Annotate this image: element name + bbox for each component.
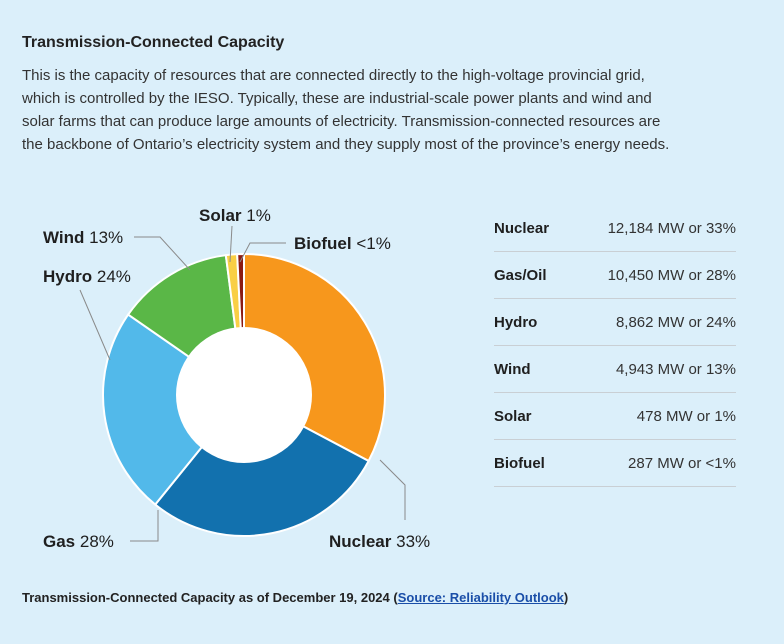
slice-label-name: Solar xyxy=(199,206,242,225)
slice-label-pct: <1% xyxy=(356,234,391,253)
table-row: Wind 4,943 MW or 13% xyxy=(494,345,736,393)
table-cell-name: Solar xyxy=(494,392,567,440)
table-row: Gas/Oil 10,450 MW or 28% xyxy=(494,251,736,299)
description-line: the backbone of Ontario’s electricity sy… xyxy=(22,136,670,153)
table-cell-value: 8,862 MW or 24% xyxy=(566,298,736,346)
leader-line-gas xyxy=(130,510,159,542)
slice-label-name: Nuclear xyxy=(329,532,392,551)
slice-label-gas: Gas 28% xyxy=(43,532,114,551)
leader-line-wind xyxy=(134,236,191,271)
table-cell-value: 10,450 MW or 28% xyxy=(566,251,736,299)
slice-label-pct: 13% xyxy=(89,228,123,247)
page-title: Transmission-Connected Capacity xyxy=(22,34,285,51)
slice-label-solar: Solar 1% xyxy=(199,206,271,225)
table-row: Hydro 8,862 MW or 24% xyxy=(494,298,736,346)
table-cell-value: 287 MW or <1% xyxy=(566,439,736,487)
table-row: Biofuel 287 MW or <1% xyxy=(494,439,736,487)
slice-label-name: Gas xyxy=(43,532,75,551)
slice-label-biofuel: Biofuel <1% xyxy=(294,234,391,253)
table-cell-name: Hydro xyxy=(494,298,567,346)
slice-label-name: Wind xyxy=(43,228,84,247)
donut-slice-gas xyxy=(153,393,370,537)
slice-label-pct: 28% xyxy=(80,532,114,551)
leader-line-nuclear xyxy=(379,459,406,520)
table-cell-name: Biofuel xyxy=(494,439,567,487)
table-cell-value: 478 MW or 1% xyxy=(566,392,736,440)
slice-label-pct: 24% xyxy=(97,267,131,286)
slice-label-name: Biofuel xyxy=(294,234,352,253)
slice-label-wind: Wind 13% xyxy=(43,228,123,247)
donut-hole xyxy=(176,327,312,463)
table-cell-name: Nuclear xyxy=(494,205,567,252)
caption-open-paren: ( xyxy=(393,590,398,605)
leader-line-biofuel xyxy=(239,242,286,263)
caption-text: Transmission-Connected Capacity as of De… xyxy=(22,590,390,605)
chart-caption: Transmission-Connected Capacity as of De… xyxy=(22,590,568,605)
caption-close-paren: ) xyxy=(563,590,569,605)
leader-line-hydro xyxy=(79,289,111,361)
donut-slices xyxy=(102,252,386,537)
slice-label-name: Hydro xyxy=(43,267,92,286)
source-link[interactable]: Source: Reliability Outlook xyxy=(397,590,564,605)
slice-label-nuclear: Nuclear 33% xyxy=(329,532,430,551)
description: This is the capacity of resources that a… xyxy=(22,64,762,156)
slice-label-hydro: Hydro 24% xyxy=(43,267,131,286)
description-line: which is controlled by the IESO. Typical… xyxy=(22,90,652,107)
slice-label-pct: 1% xyxy=(246,206,271,225)
table-row: Solar 478 MW or 1% xyxy=(494,392,736,440)
table-row: Nuclear 12,184 MW or 33% xyxy=(494,205,736,252)
table-cell-value: 12,184 MW or 33% xyxy=(566,205,736,252)
donut-slice-hydro xyxy=(102,313,246,506)
leader-line-solar xyxy=(229,225,233,263)
description-line: solar farms that can produce large amoun… xyxy=(22,113,661,130)
table-cell-name: Wind xyxy=(494,345,567,393)
capacity-table: Nuclear 12,184 MW or 33% Gas/Oil 10,450 MW… xyxy=(494,205,736,487)
slice-label-pct: 33% xyxy=(396,532,430,551)
table-cell-value: 4,943 MW or 13% xyxy=(566,345,736,393)
description-line: This is the capacity of resources that a… xyxy=(22,67,645,84)
table-cell-name: Gas/Oil xyxy=(494,251,567,299)
